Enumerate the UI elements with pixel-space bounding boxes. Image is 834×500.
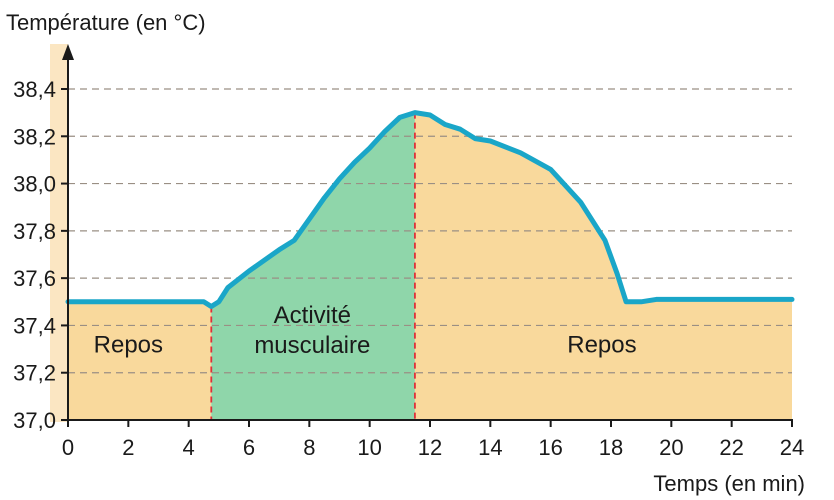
- x-tick-label: 18: [599, 435, 623, 460]
- zone-labels: Repos Activité musculaire Repos: [94, 302, 637, 359]
- x-tick-label: 14: [478, 435, 502, 460]
- tick-labels: 0 2 4 6 8 10 12 14 16 18 20 22 2437,037,237,437,637,…: [13, 77, 804, 460]
- zone-label: Repos: [567, 331, 636, 358]
- x-tick-label: 0: [62, 435, 74, 460]
- x-tick-label: 16: [538, 435, 562, 460]
- zone-label: Activité musculaire: [254, 302, 370, 359]
- region-fill-1: [211, 112, 415, 421]
- region-fill-0: [68, 301, 212, 420]
- x-tick-label: 6: [243, 435, 255, 460]
- x-tick-label: 24: [780, 435, 804, 460]
- region-markers: [210, 112, 416, 420]
- y-tick-label: 38,4: [13, 77, 56, 102]
- y-tick-label: 37,2: [13, 361, 56, 386]
- y-tick-label: 38,0: [13, 172, 56, 197]
- y-tick-label: 37,8: [13, 219, 56, 244]
- x-tick-label: 4: [183, 435, 195, 460]
- y-tick-label: 37,0: [13, 408, 56, 433]
- x-tick-label: 10: [357, 435, 381, 460]
- y-tick-label: 37,4: [13, 313, 56, 338]
- temperature-line: [65, 110, 795, 310]
- region-fill-2: [414, 112, 792, 421]
- x-tick-label: 8: [303, 435, 315, 460]
- y-tick-label: 37,6: [13, 266, 56, 291]
- x-axis-title: Temps (en min): [653, 471, 805, 496]
- y-axis-band: [50, 44, 68, 422]
- x-tick-label: 12: [418, 435, 442, 460]
- x-tick-label: 22: [719, 435, 743, 460]
- regions-layer: [68, 112, 792, 421]
- gridlines: [68, 88, 792, 374]
- y-axis-title: Température (en °C): [6, 10, 206, 35]
- y-axis-arrow-icon: [62, 44, 74, 60]
- x-tick-label: 20: [659, 435, 683, 460]
- y-tick-label: 38,2: [13, 124, 56, 149]
- x-tick-label: 2: [122, 435, 134, 460]
- zone-label: Repos: [94, 331, 163, 358]
- series-layer: [65, 110, 795, 310]
